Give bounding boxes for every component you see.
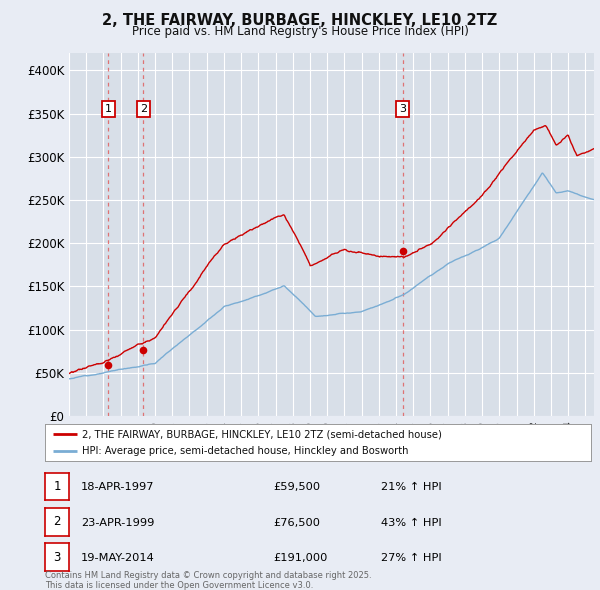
Text: 2: 2 bbox=[140, 104, 147, 114]
Text: 3: 3 bbox=[399, 104, 406, 114]
Text: £191,000: £191,000 bbox=[273, 553, 328, 563]
Text: 2, THE FAIRWAY, BURBAGE, HINCKLEY, LE10 2TZ (semi-detached house): 2, THE FAIRWAY, BURBAGE, HINCKLEY, LE10 … bbox=[82, 430, 442, 439]
Text: £59,500: £59,500 bbox=[273, 483, 320, 492]
Text: 3: 3 bbox=[53, 550, 61, 564]
Text: 18-APR-1997: 18-APR-1997 bbox=[81, 483, 155, 492]
Text: £76,500: £76,500 bbox=[273, 518, 320, 527]
Text: HPI: Average price, semi-detached house, Hinckley and Bosworth: HPI: Average price, semi-detached house,… bbox=[82, 447, 409, 456]
Text: 27% ↑ HPI: 27% ↑ HPI bbox=[381, 553, 442, 563]
Text: This data is licensed under the Open Government Licence v3.0.: This data is licensed under the Open Gov… bbox=[45, 581, 313, 589]
Text: 19-MAY-2014: 19-MAY-2014 bbox=[81, 553, 155, 563]
Text: 1: 1 bbox=[53, 480, 61, 493]
Text: 2, THE FAIRWAY, BURBAGE, HINCKLEY, LE10 2TZ: 2, THE FAIRWAY, BURBAGE, HINCKLEY, LE10 … bbox=[103, 13, 497, 28]
Text: 1: 1 bbox=[105, 104, 112, 114]
Text: Contains HM Land Registry data © Crown copyright and database right 2025.: Contains HM Land Registry data © Crown c… bbox=[45, 571, 371, 580]
Text: 43% ↑ HPI: 43% ↑ HPI bbox=[381, 518, 442, 527]
Text: 21% ↑ HPI: 21% ↑ HPI bbox=[381, 483, 442, 492]
Text: 2: 2 bbox=[53, 515, 61, 529]
Text: Price paid vs. HM Land Registry's House Price Index (HPI): Price paid vs. HM Land Registry's House … bbox=[131, 25, 469, 38]
Text: 23-APR-1999: 23-APR-1999 bbox=[81, 518, 154, 527]
